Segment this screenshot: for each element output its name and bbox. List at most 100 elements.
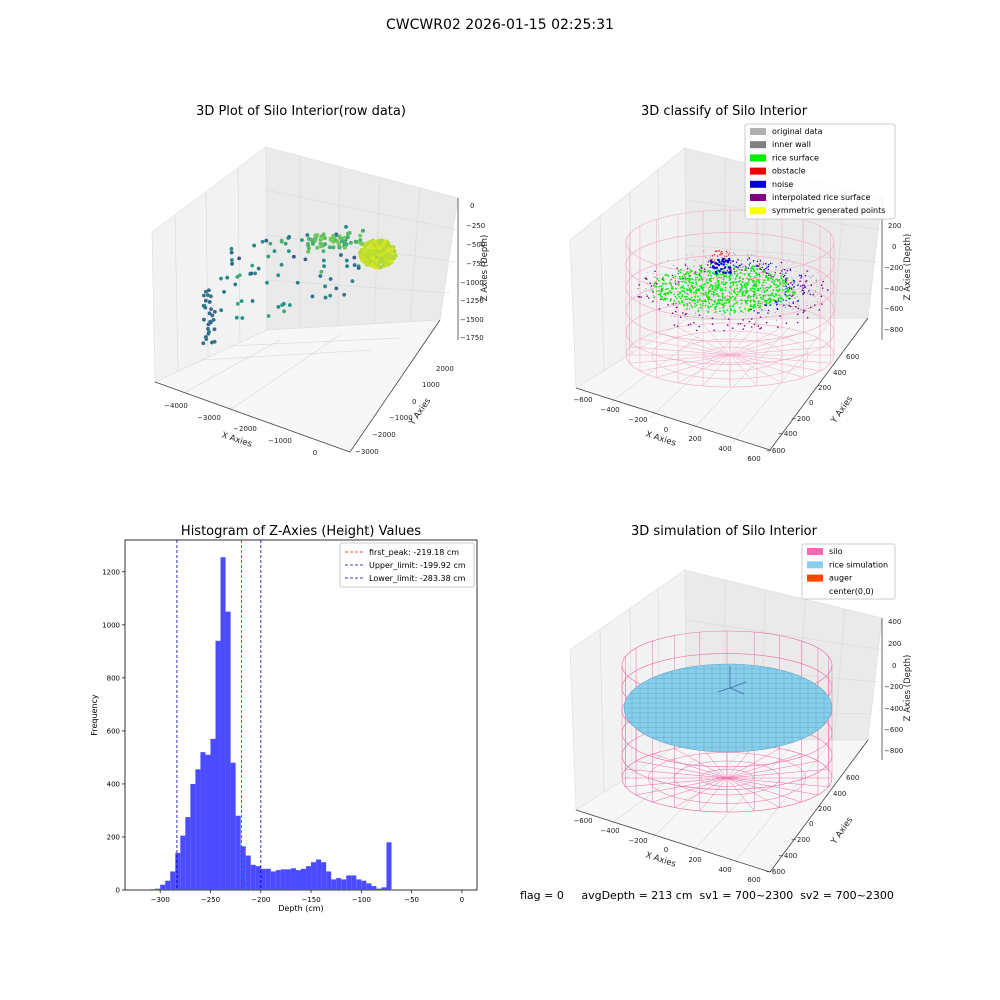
obstacle-point	[724, 255, 726, 257]
data-point	[280, 303, 285, 307]
rice-surface-point	[775, 283, 777, 286]
data-point	[237, 273, 242, 278]
noise-point	[711, 260, 714, 264]
rice-surface-point	[747, 281, 750, 284]
rice-surface-point	[707, 298, 710, 301]
data-point	[337, 242, 342, 247]
interpolated-point	[821, 303, 823, 305]
rice-surface-point	[734, 292, 737, 294]
noise-point	[775, 301, 777, 304]
histogram-bar	[285, 869, 291, 890]
data-point	[342, 292, 347, 297]
rice-surface-point	[681, 285, 684, 288]
interpolated-point	[684, 264, 687, 266]
data-point	[372, 243, 377, 248]
data-point	[203, 298, 208, 303]
legend-label: center(0,0)	[829, 587, 874, 596]
rice-surface-point	[707, 310, 710, 313]
original-data-point	[690, 284, 692, 286]
noise-point	[739, 264, 741, 267]
noise-point	[783, 274, 786, 277]
rice-surface-point	[745, 289, 748, 292]
rice-surface-point	[685, 281, 688, 284]
simulation-ylabel: Y Axies	[829, 815, 856, 847]
interpolated-point	[676, 325, 679, 327]
classify-xtick: 400	[718, 445, 731, 453]
interpolated-point	[739, 323, 742, 325]
original-data-point	[684, 315, 686, 318]
original-data-point	[675, 284, 677, 286]
original-data-point	[789, 258, 791, 261]
rice-surface-point	[709, 285, 712, 287]
interpolated-point	[650, 285, 653, 287]
original-data-point	[739, 267, 741, 269]
original-data-point	[716, 277, 718, 280]
histogram-bar	[215, 640, 221, 890]
rice-surface-point	[760, 308, 763, 311]
original-data-point	[706, 303, 708, 306]
rice-surface-point	[749, 289, 752, 292]
original-data-point	[736, 272, 739, 275]
rice-surface-point	[776, 285, 779, 288]
histogram-title: Histogram of Z-Axies (Height) Values	[180, 524, 422, 539]
original-data-point	[714, 299, 716, 301]
rice-surface-point	[701, 277, 703, 280]
histogram-bar	[230, 762, 236, 890]
rice-surface-point	[775, 278, 778, 281]
original-data-point	[673, 264, 675, 267]
rice-surface-point	[662, 279, 665, 282]
rice-surface-point	[708, 286, 711, 289]
rice-surface-point	[664, 274, 667, 277]
original-data-point	[822, 289, 824, 292]
interpolated-point	[799, 280, 801, 282]
original-data-point	[708, 317, 710, 319]
data-point	[378, 265, 383, 270]
original-data-point	[707, 300, 709, 302]
original-data-point	[725, 273, 728, 276]
original-data-point	[791, 297, 793, 300]
rice-surface-point	[717, 273, 720, 276]
rice-surface-point	[689, 290, 692, 293]
noise-point	[774, 272, 776, 274]
rice-surface-point	[670, 284, 673, 287]
rice-surface-point	[679, 292, 681, 295]
rice-surface-point	[695, 304, 698, 307]
raw-xtick: −4000	[164, 402, 188, 410]
rice-surface-point	[750, 278, 752, 281]
data-point	[321, 249, 326, 254]
classify-xtick: 0	[664, 426, 668, 434]
original-data-point	[740, 305, 742, 307]
rice-surface-point	[733, 267, 736, 270]
interpolated-point	[695, 329, 698, 332]
rice-surface-point	[702, 286, 705, 289]
interpolated-point	[757, 325, 760, 327]
original-data-point	[747, 253, 749, 256]
rice-surface-point	[732, 284, 735, 287]
obstacle-point	[719, 254, 721, 256]
rice-surface-point	[708, 296, 711, 299]
data-point	[358, 233, 363, 238]
noise-point	[804, 286, 806, 288]
original-data-point	[645, 288, 647, 290]
rice-simulation-surface	[623, 663, 833, 753]
data-point	[276, 273, 281, 278]
rice-surface-point	[660, 295, 662, 298]
interpolated-point	[806, 316, 809, 319]
rice-surface-point	[661, 296, 664, 298]
noise-point	[775, 266, 777, 268]
simulation-ztick: 0	[892, 662, 896, 670]
rice-surface-point	[784, 288, 787, 291]
obstacle-point	[724, 258, 726, 260]
y-tick-label: 800	[107, 674, 120, 682]
data-point	[206, 322, 211, 327]
interpolated-point	[652, 291, 654, 293]
original-data-point	[705, 281, 707, 283]
noise-point	[785, 272, 787, 274]
original-data-point	[649, 290, 651, 292]
rice-surface-point	[688, 289, 691, 291]
rice-surface-point	[688, 302, 691, 305]
data-point	[222, 290, 226, 294]
simulation-plot-title: 3D simulation of Silo Interior	[631, 524, 817, 539]
obstacle-point	[714, 259, 716, 261]
noise-point	[747, 267, 750, 269]
